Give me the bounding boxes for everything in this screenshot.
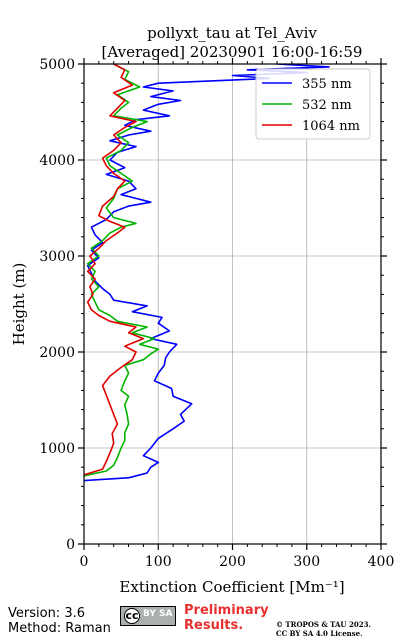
y-tick-label: 3000 bbox=[39, 249, 75, 265]
preliminary-line-2: Results. bbox=[184, 618, 244, 633]
series-line-355-nm bbox=[84, 64, 330, 482]
cc-by-sa-badge-icon: cc BY SA bbox=[120, 606, 176, 626]
method-label: Method: Raman bbox=[8, 621, 111, 636]
series-lines bbox=[84, 64, 330, 482]
chart-title: pollyxt_tau at Tel_Aviv bbox=[147, 24, 317, 42]
x-tick-label: 400 bbox=[368, 554, 395, 570]
x-tick-label: 100 bbox=[145, 554, 172, 570]
legend-label: 355 nm bbox=[302, 77, 352, 92]
y-tick-label: 2000 bbox=[39, 345, 75, 361]
version-label: Version: 3.6 bbox=[8, 606, 85, 621]
copyright-line-2: CC BY SA 4.0 License. bbox=[276, 629, 363, 638]
sa-icon: SA bbox=[159, 609, 173, 619]
cc-icon: cc bbox=[124, 608, 140, 624]
chart-subtitle: [Averaged] 20230901 16:00-16:59 bbox=[102, 43, 363, 61]
preliminary-notice: Preliminary Results. bbox=[184, 603, 269, 633]
x-tick-label: 200 bbox=[219, 554, 246, 570]
copyright-line-1: © TROPOS & TAU 2023. bbox=[276, 620, 371, 629]
legend: 355 nm 532 nm 1064 nm bbox=[255, 68, 371, 140]
x-tick-label: 300 bbox=[293, 554, 320, 570]
legend-label: 532 nm bbox=[302, 98, 352, 113]
y-tick-label: 1000 bbox=[39, 441, 75, 457]
legend-box bbox=[255, 68, 371, 140]
x-axis-label: Extinction Coefficient [Mm⁻¹] bbox=[119, 578, 344, 596]
y-tick-label: 0 bbox=[66, 537, 75, 553]
series-line-1064-nm bbox=[84, 64, 145, 476]
axis-ticks bbox=[78, 58, 387, 550]
y-tick-label: 5000 bbox=[39, 57, 75, 73]
y-axis-label: Height (m) bbox=[10, 263, 28, 346]
copyright-notice: © TROPOS & TAU 2023. CC BY SA 4.0 Licens… bbox=[276, 620, 371, 638]
x-tick-label: 0 bbox=[80, 554, 89, 570]
legend-label: 1064 nm bbox=[302, 119, 360, 134]
preliminary-line-1: Preliminary bbox=[184, 603, 269, 618]
series-line-532-nm bbox=[84, 65, 160, 477]
y-tick-label: 4000 bbox=[39, 153, 75, 169]
by-icon: BY bbox=[143, 609, 156, 619]
